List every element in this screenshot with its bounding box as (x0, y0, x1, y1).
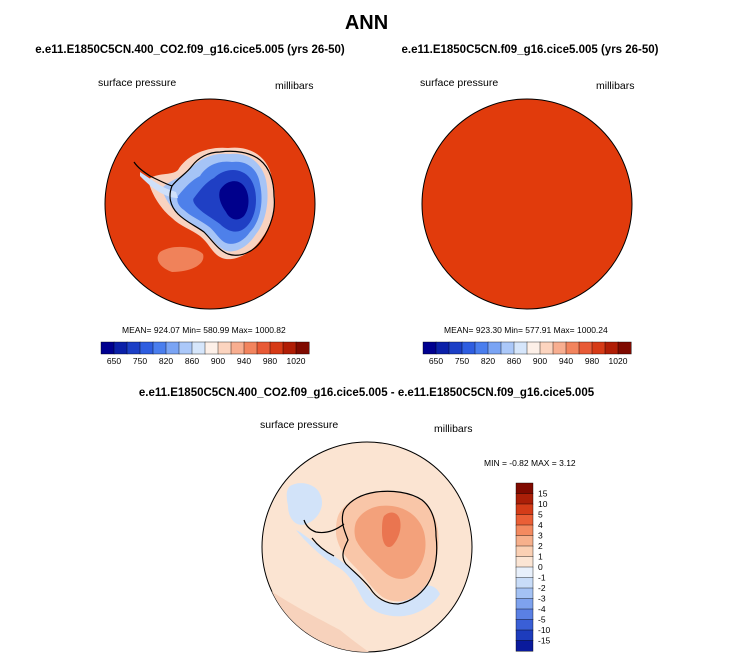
panel-1-colorbar-cell (295, 341, 310, 355)
panel-2-colorbar-tick-label: 980 (585, 356, 599, 366)
panel-3-colorbar-cell (515, 587, 534, 600)
panel-3-colorbar-tick-label: -1 (538, 573, 546, 583)
panel-3-colorbar-tick-label: 2 (538, 541, 543, 551)
panel-2-colorbar-tick-label: 1020 (609, 356, 628, 366)
panel-3-colorbar-tick-label: -2 (538, 583, 546, 593)
panel-3-colorbar-cell (515, 608, 534, 621)
panel-2-colorbar-tick-label: 900 (533, 356, 547, 366)
panel-2-colorbar-tick-label: 820 (481, 356, 495, 366)
panel-3-colorbar-tick-label: 15 (538, 489, 548, 499)
panel-2-colorbar-cell (617, 341, 632, 355)
panel-1-southern-low (157, 246, 204, 272)
panel-3-colorbar-tick-label: 0 (538, 562, 543, 572)
panel-1-colorbar-tick-label: 750 (133, 356, 147, 366)
panel-3-colorbar-cell (515, 629, 534, 642)
panel-1-colorbar-tick-label: 650 (107, 356, 121, 366)
panel-3-colorbar-cell (515, 503, 534, 516)
panel-3-colorbar-cell (515, 514, 534, 526)
panel-3-colorbar-cell (515, 482, 534, 495)
panel-2-stats: MEAN= 923.30 Min= 577.91 Max= 1000.24 (444, 325, 608, 335)
panel-1-colorbar-tick-label: 980 (263, 356, 277, 366)
panel-3-ice-sheet-peak (382, 512, 401, 548)
panel-3-coastline (303, 490, 438, 605)
panel-3-title: e.e11.E1850C5CN.400_CO2.f09_g16.cice5.00… (138, 387, 595, 399)
panel-3-colorbar-cell (515, 556, 534, 568)
panel-3-colorbar-cell (515, 577, 534, 589)
panel-1-colorbar-tick-label: 900 (211, 356, 225, 366)
panel-2-colorbar-tick-label: 650 (429, 356, 443, 366)
panel-2-ocean-field (421, 98, 633, 310)
panel-3-colorbar-cell (515, 524, 534, 537)
panel-3-colorbar-tick-label: -15 (538, 636, 551, 646)
panel-3-colorbar-tick-label: 10 (538, 499, 548, 509)
panel-1-antarctica-plateau (219, 181, 249, 220)
panel-3-colorbar-tick-label: -4 (538, 604, 546, 614)
panel-2-colorbar-tick-label: 860 (507, 356, 521, 366)
panel-3-colorbar-tick-label: 3 (538, 531, 543, 541)
panel-1-contours (133, 147, 275, 272)
panel-1-coastline (133, 150, 275, 256)
panel-3-colorbar-cell (515, 493, 534, 505)
panel-1-colorbar: 650 750 820 860 900 940 980 1020 (100, 341, 310, 366)
panel-1-colorbar-tick-label: 940 (237, 356, 251, 366)
panel-1-peninsula-tint (140, 172, 178, 198)
panel-3-colorbar-cell (515, 619, 534, 631)
panel-3-colorbar-tick-label: -3 (538, 594, 546, 604)
panel-1-units-label: millibars (275, 80, 314, 92)
panel-3-colorbar-tick-label: -10 (538, 625, 551, 635)
panel-3-negative-band (286, 483, 440, 617)
panel-3-variable-label: surface pressure (260, 419, 339, 431)
panel-2-colorbar: 650 750 820 860 900 940 980 1020 (422, 341, 632, 366)
panel-3-colorbar-tick-label: -5 (538, 615, 546, 625)
panel-2-colorbar-tick-label: 750 (455, 356, 469, 366)
panel-3-colorbar-tick-label: 5 (538, 510, 543, 520)
panel-2-title: e.e11.E1850C5CN.f09_g16.cice5.005 (yrs 2… (401, 44, 659, 56)
panel-3-units-label: millibars (434, 423, 473, 435)
panel-1-colorbar-tick-label: 1020 (287, 356, 306, 366)
panel-2-colorbar-tick-label: 940 (559, 356, 573, 366)
panel-3-colorbar-tick-label: 1 (538, 552, 543, 562)
panel-3-contours (262, 483, 440, 652)
panel-3-colorbar-tick-label: 4 (538, 520, 543, 530)
panel-1-title: e.e11.E1850C5CN.400_CO2.f09_g16.cice5.00… (35, 44, 345, 56)
panel-3-colorbar-cell (515, 598, 534, 610)
panel-1-variable-label: surface pressure (98, 77, 177, 89)
panel-3-colorbar-cell (515, 640, 534, 652)
panel-2-units-label: millibars (596, 80, 635, 92)
panel-3-colorbar-cell (515, 535, 534, 547)
panel-3-colorbar-cell (515, 545, 534, 558)
panel-1-stats: MEAN= 924.07 Min= 580.99 Max= 1000.82 (122, 325, 286, 335)
panel-3-colorbar-cell (515, 566, 534, 579)
panel-2-variable-label: surface pressure (420, 77, 499, 89)
panel-3-stats: MIN = -0.82 MAX = 3.12 (484, 458, 576, 468)
panel-1-colorbar-tick-label: 860 (185, 356, 199, 366)
page-title: ANN (344, 12, 389, 34)
panel-1-colorbar-tick-label: 820 (159, 356, 173, 366)
